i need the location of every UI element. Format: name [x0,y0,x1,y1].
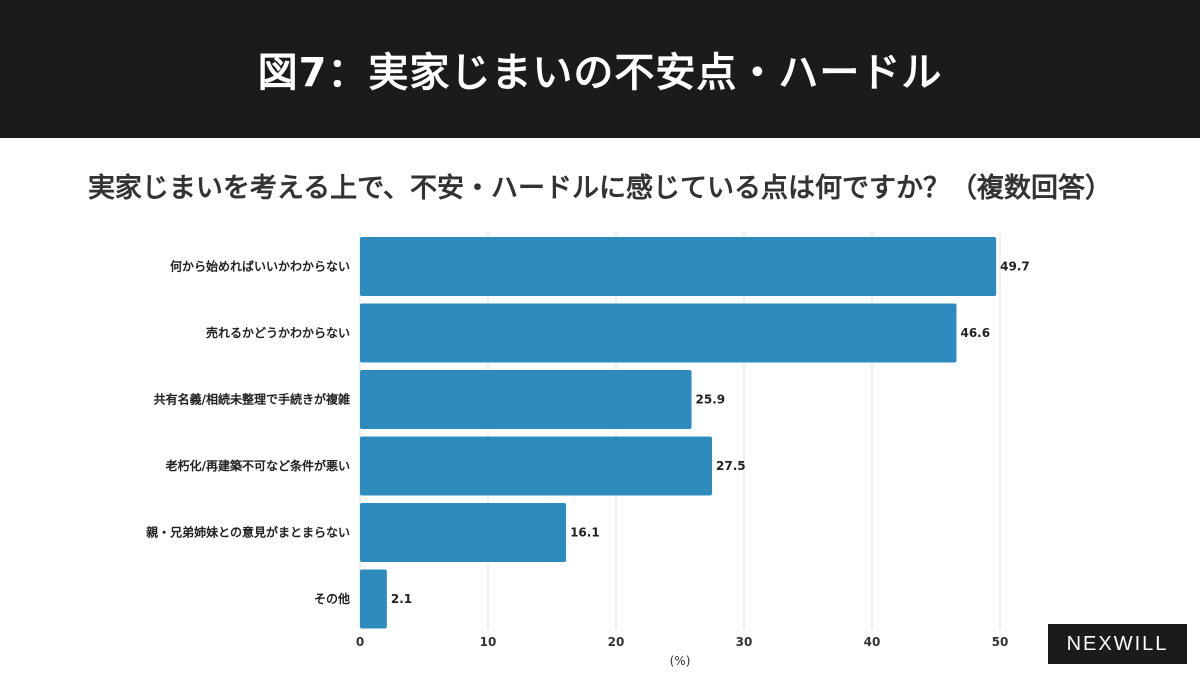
value-label: 49.7 [1000,260,1030,274]
category-label: 老朽化/再建築不可など条件が悪い [166,458,350,473]
x-tick-label: 30 [736,635,753,649]
bar [360,569,387,629]
value-label: 25.9 [696,393,726,407]
bar [360,237,997,296]
value-label: 46.6 [960,326,990,340]
value-label: 27.5 [716,459,746,473]
bar [360,303,957,363]
figure-title: 図7：実家じまいの不安点・ハードル [257,50,943,96]
value-label: 2.1 [391,592,412,606]
bar [360,370,692,429]
category-label: 売れるかどうかわからない [206,325,350,340]
x-tick-label: 20 [608,635,625,649]
bar [360,503,567,562]
category-label: 親・兄弟姉妹との意見がまとまらない [146,525,350,540]
bar [360,436,712,496]
category-label: 何から始めればいいかわからない [170,259,350,274]
survey-question: 実家じまいを考える上で、不安・ハードルに感じている点は何ですか？（複数回答） [87,173,1113,204]
x-tick-label: 40 [864,635,881,649]
value-label: 16.1 [570,526,600,540]
category-label: その他 [314,591,350,606]
nexwill-logo: NEXWILL [1048,624,1187,664]
x-tick-label: 0 [356,635,364,649]
x-tick-label: 10 [480,635,497,649]
header-banner: 図7：実家じまいの不安点・ハードル [0,0,1200,138]
category-label: 共有名義/相続未整理で手続きが複雑 [154,392,350,407]
x-tick-label: 50 [992,635,1009,649]
x-axis-label: (%) [670,654,691,668]
